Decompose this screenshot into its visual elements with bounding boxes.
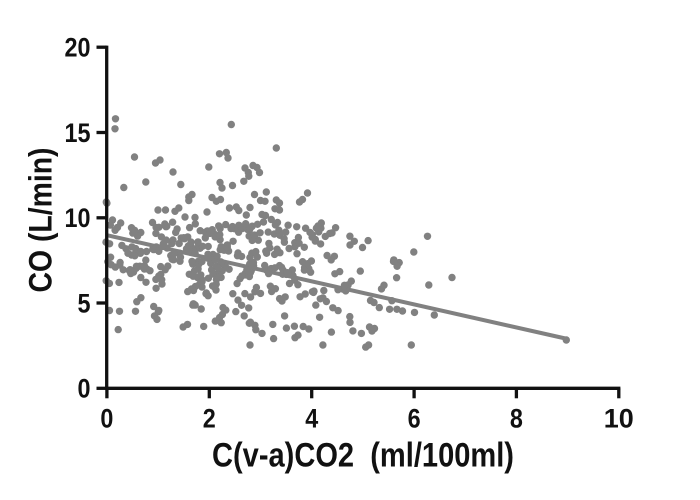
svg-text:0: 0: [100, 404, 113, 434]
svg-text:C(v-a)CO2 (ml/100ml): C(v-a)CO2 (ml/100ml): [212, 437, 514, 475]
svg-text:5: 5: [78, 288, 91, 318]
svg-text:6: 6: [408, 404, 421, 434]
svg-text:CO (L/min): CO (L/min): [23, 148, 59, 293]
svg-text:10: 10: [604, 404, 634, 434]
svg-text:15: 15: [65, 118, 91, 148]
svg-text:10: 10: [65, 203, 91, 233]
svg-text:2: 2: [203, 404, 216, 434]
svg-text:20: 20: [65, 33, 91, 63]
svg-text:4: 4: [305, 404, 318, 434]
svg-text:8: 8: [510, 404, 523, 434]
svg-text:0: 0: [78, 374, 91, 404]
